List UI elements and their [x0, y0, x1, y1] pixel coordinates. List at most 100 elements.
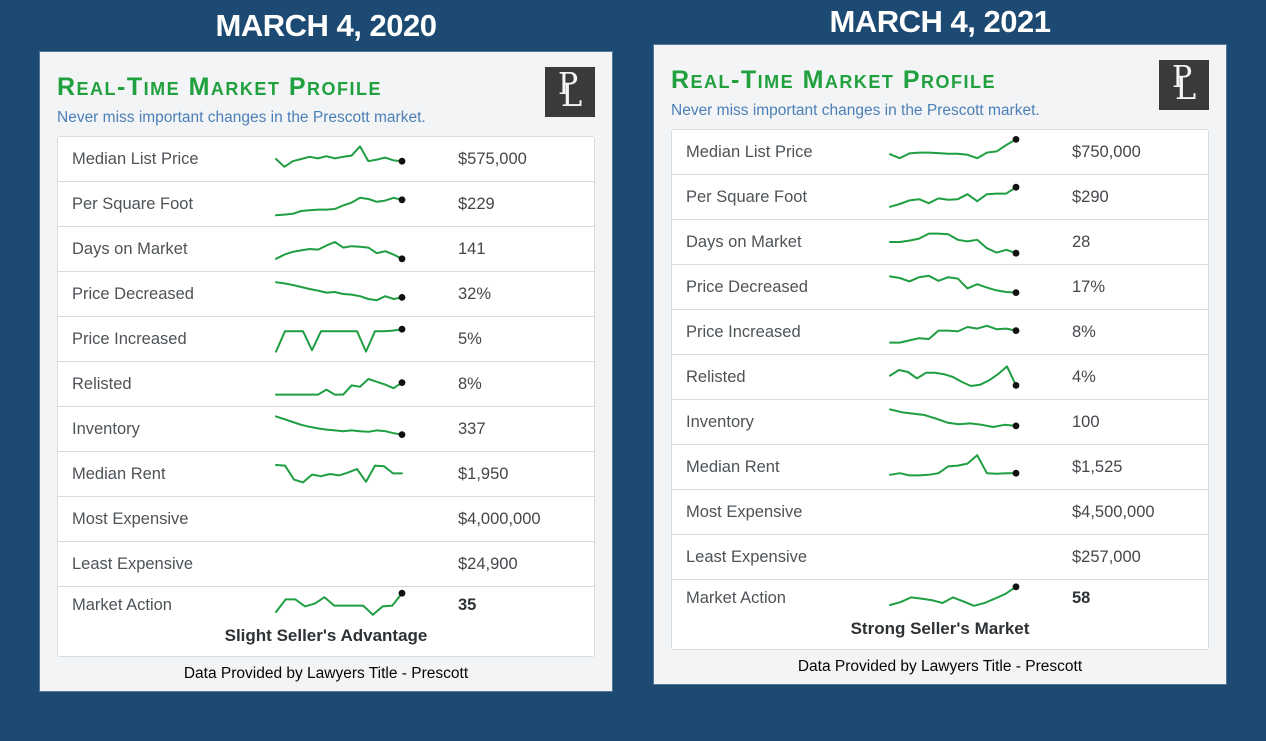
metric-label: Least Expensive: [686, 547, 808, 566]
metric-label: Price Increased: [686, 322, 801, 341]
metric-row: Per Square Foot $290: [672, 175, 1208, 220]
metric-value: 337: [458, 419, 486, 438]
metric-label: Price Increased: [72, 329, 187, 348]
trend-sparkline: [272, 231, 412, 267]
trend-sparkline: [886, 404, 1026, 440]
trend-sparkline: [272, 141, 412, 177]
logo-letter-l: L: [561, 76, 583, 114]
metric-value: 35: [458, 595, 477, 614]
metric-row: Most Expensive $4,000,000: [58, 497, 594, 542]
profile-column-2021: MARCH 4, 2021 Real-Time Market Profile N…: [654, 2, 1226, 741]
metric-value: $4,500,000: [1072, 502, 1155, 521]
metric-row: Least Expensive $24,900: [58, 542, 594, 587]
trend-sparkline: [886, 359, 1026, 395]
trend-sparkline: [272, 546, 412, 582]
logo-letter-p: P: [1172, 60, 1193, 95]
metric-label: Least Expensive: [72, 554, 194, 573]
trend-sparkline: [272, 321, 412, 357]
card-title: Real-Time Market Profile: [671, 66, 997, 94]
metric-row: Median Rent $1,950: [58, 452, 594, 497]
trend-sparkline: [272, 366, 412, 402]
metric-value: $1,525: [1072, 457, 1123, 476]
metric-label: Inventory: [686, 412, 754, 431]
metric-value: $4,000,000: [458, 509, 541, 528]
trend-sparkline: [886, 580, 1026, 616]
trend-sparkline: [272, 276, 412, 312]
trend-sparkline: [272, 456, 412, 492]
metric-label: Price Decreased: [72, 284, 194, 303]
metric-label: Market Action: [72, 595, 172, 614]
metric-row: Per Square Foot $229: [58, 182, 594, 227]
logo-letter-p: P: [558, 67, 579, 102]
metric-label: Median Rent: [686, 457, 780, 476]
date-title-2020: MARCH 4, 2020: [215, 8, 437, 43]
metric-value: $1,950: [458, 464, 509, 483]
metric-row: Relisted 8%: [58, 362, 594, 407]
metric-value: $24,900: [458, 554, 518, 573]
trend-sparkline: [886, 494, 1026, 530]
trend-sparkline: [886, 224, 1026, 260]
metric-row: Least Expensive $257,000: [672, 535, 1208, 580]
data-source-footer: Data Provided by Lawyers Title - Prescot…: [797, 658, 1083, 675]
metric-value: $750,000: [1072, 142, 1141, 161]
metrics-table-2021: Median List Price $750,000 Per Square Fo…: [671, 129, 1209, 650]
metric-value: $229: [458, 194, 495, 213]
trend-sparkline: [886, 134, 1026, 170]
card-header-text: Real-Time Market Profile Never miss impo…: [57, 67, 426, 127]
metric-row: Market Action 35 Slight Seller's Advanta…: [58, 587, 594, 656]
metric-row: Inventory 100: [672, 400, 1208, 445]
metric-row: Median List Price $750,000: [672, 130, 1208, 175]
metric-value: 5%: [458, 329, 482, 348]
trend-sparkline: [886, 539, 1026, 575]
trend-sparkline: [886, 269, 1026, 305]
card-header-text: Real-Time Market Profile Never miss impo…: [671, 60, 1040, 120]
metrics-table-2020: Median List Price $575,000 Per Square Fo…: [57, 136, 595, 657]
metric-row: Most Expensive $4,500,000: [672, 490, 1208, 535]
metric-row: Price Decreased 32%: [58, 272, 594, 317]
metric-label: Price Decreased: [686, 277, 808, 296]
data-source-footer: Data Provided by Lawyers Title - Prescot…: [183, 665, 469, 682]
metric-value: 8%: [1072, 322, 1096, 341]
trend-sparkline: [272, 501, 412, 537]
metric-label: Per Square Foot: [686, 187, 808, 206]
lawyers-title-logo-icon: P L: [545, 67, 595, 117]
card-title: Real-Time Market Profile: [57, 73, 383, 101]
metric-value: $290: [1072, 187, 1109, 206]
metric-label: Median Rent: [72, 464, 166, 483]
metric-value: 141: [458, 239, 486, 258]
metric-label: Inventory: [72, 419, 140, 438]
trend-sparkline: [886, 314, 1026, 350]
market-status-note: Strong Seller's Market: [850, 619, 1030, 638]
metric-value: 8%: [458, 374, 482, 393]
card-subtitle: Never miss important changes in the Pres…: [57, 109, 426, 126]
metric-row: Price Decreased 17%: [672, 265, 1208, 310]
metric-row: Price Increased 5%: [58, 317, 594, 362]
market-profile-card-2021: Real-Time Market Profile Never miss impo…: [654, 45, 1226, 684]
metric-value: $257,000: [1072, 547, 1141, 566]
lawyers-title-logo-icon: P L: [1159, 60, 1209, 110]
metric-label: Days on Market: [686, 232, 802, 251]
metric-row: Price Increased 8%: [672, 310, 1208, 355]
metric-label: Relisted: [72, 374, 132, 393]
metric-label: Most Expensive: [686, 502, 803, 521]
date-title-2021: MARCH 4, 2021: [829, 4, 1051, 39]
card-header: Real-Time Market Profile Never miss impo…: [57, 67, 595, 127]
metric-value: 4%: [1072, 367, 1096, 386]
metric-row: Market Action 58 Strong Seller's Market: [672, 580, 1208, 649]
trend-sparkline: [272, 587, 412, 623]
metric-label: Per Square Foot: [72, 194, 194, 213]
trend-sparkline: [886, 449, 1026, 485]
metric-label: Most Expensive: [72, 509, 189, 528]
metric-row: Median List Price $575,000: [58, 137, 594, 182]
trend-sparkline: [272, 411, 412, 447]
metric-label: Relisted: [686, 367, 746, 386]
card-subtitle: Never miss important changes in the Pres…: [671, 102, 1040, 119]
metric-value: 100: [1072, 412, 1100, 431]
metric-label: Market Action: [686, 588, 786, 607]
metric-value: 58: [1072, 588, 1091, 607]
metric-value: 17%: [1072, 277, 1106, 296]
metric-label: Median List Price: [686, 142, 813, 161]
market-status-note: Slight Seller's Advantage: [224, 626, 428, 645]
metric-value: 28: [1072, 232, 1091, 251]
metric-row: Days on Market 141: [58, 227, 594, 272]
